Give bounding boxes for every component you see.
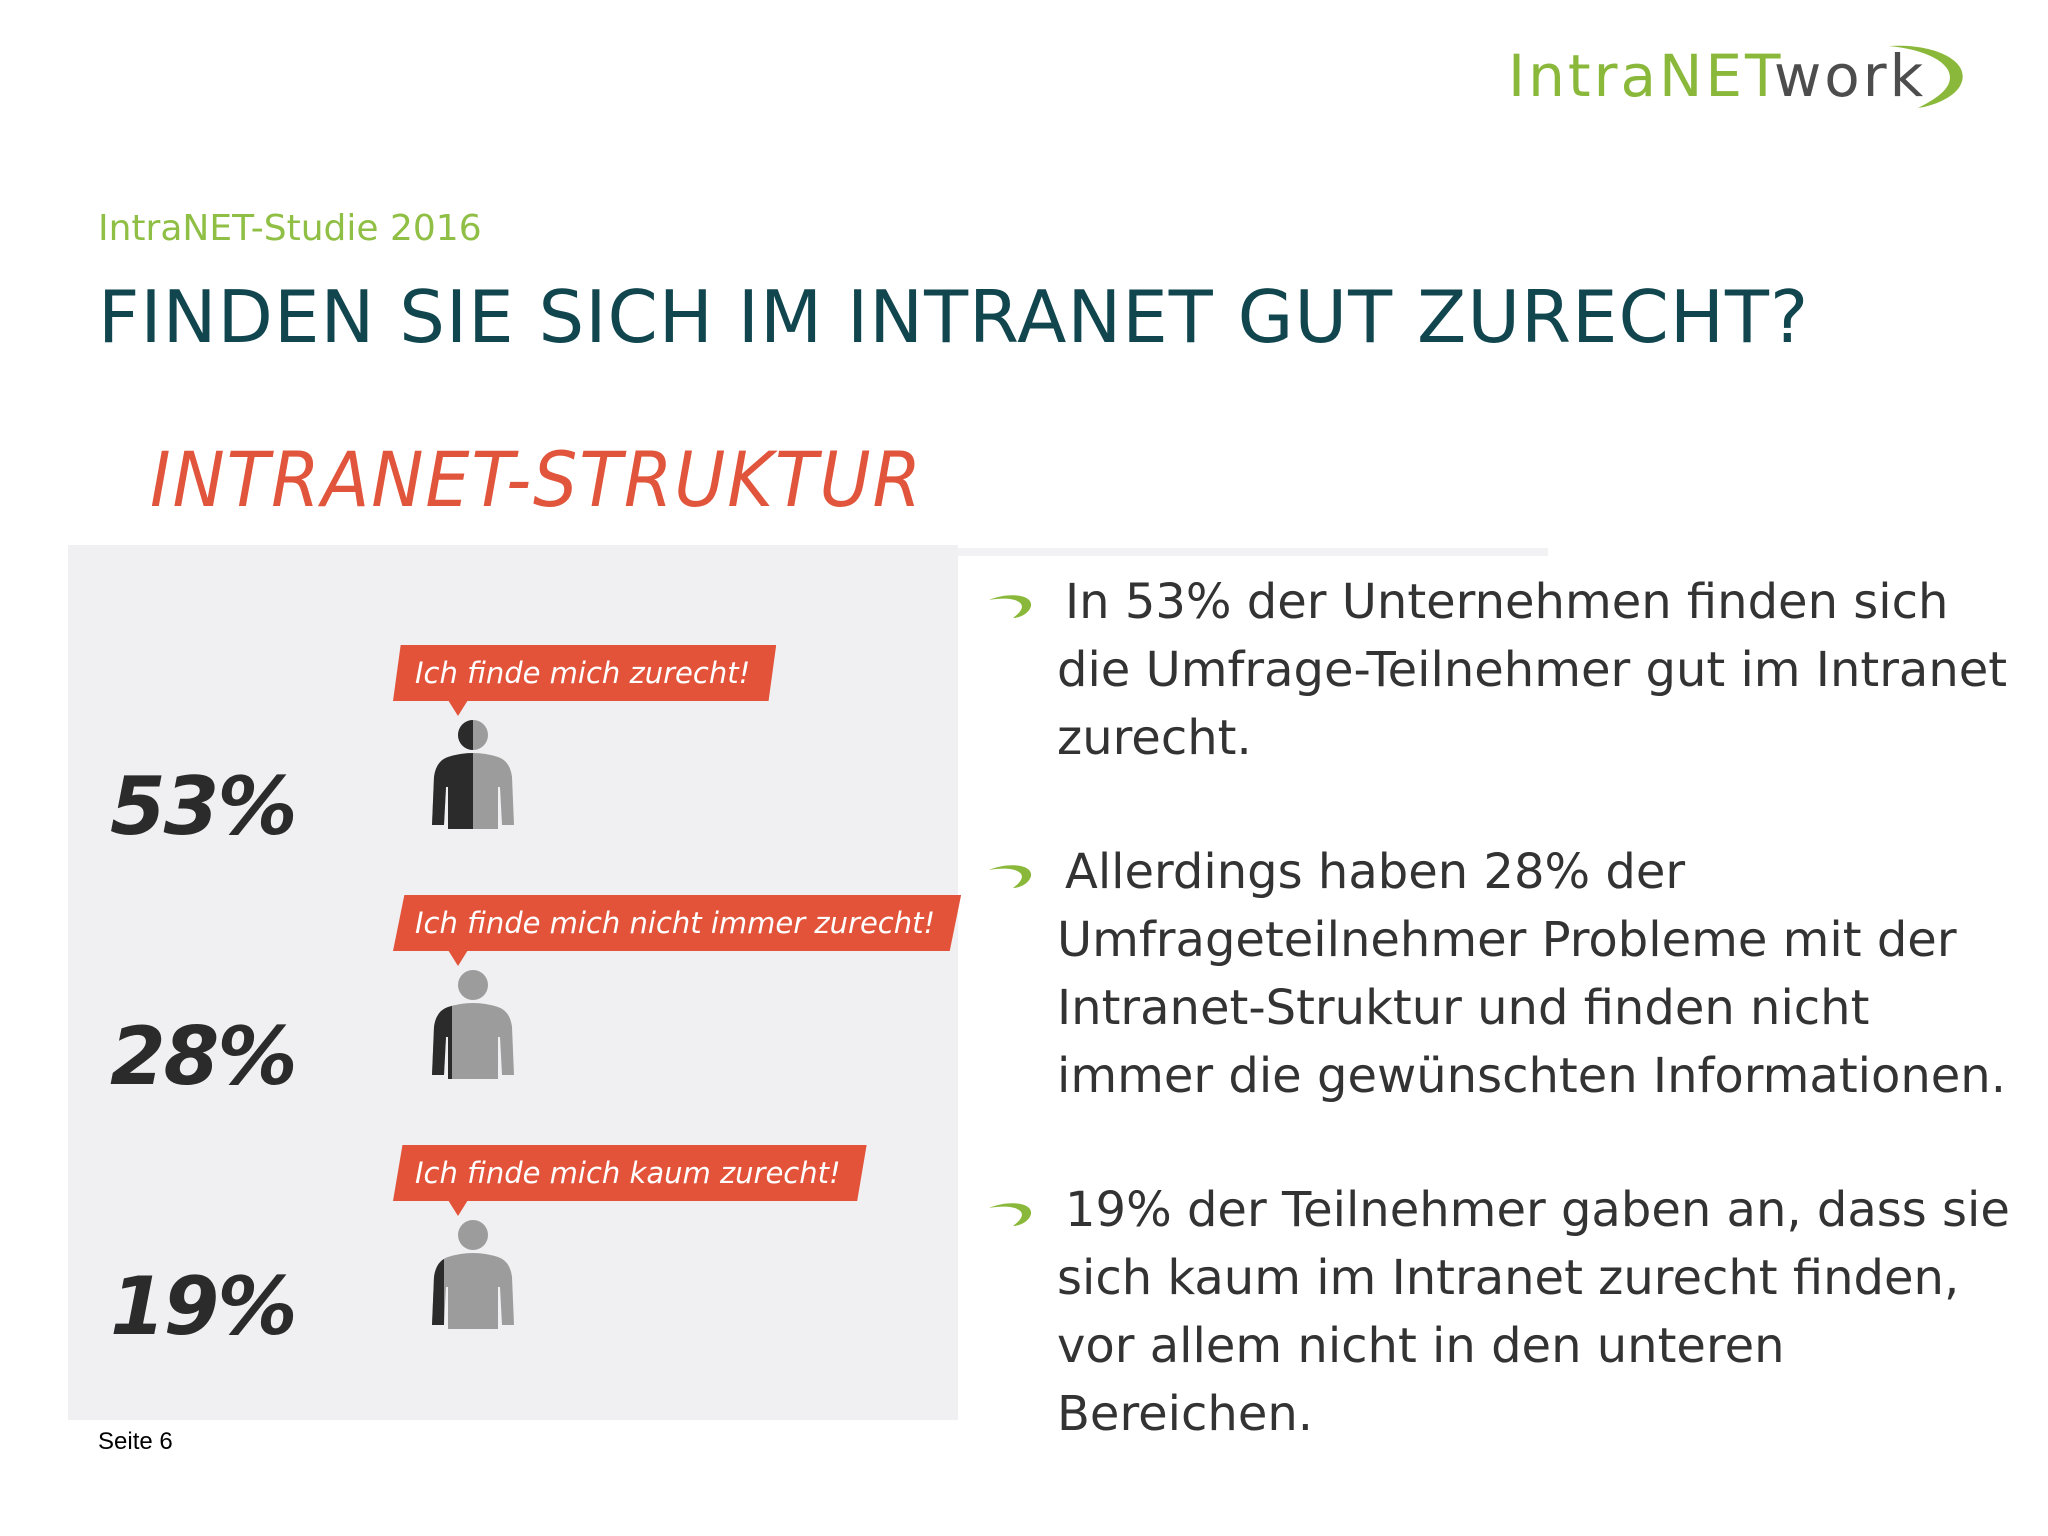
person-dark-share bbox=[432, 1258, 444, 1325]
green-arrow-bullet-icon bbox=[989, 1203, 1032, 1226]
page-title: FINDEN SIE SICH IM INTRANET GUT ZURECHT? bbox=[98, 275, 1810, 359]
logo-wordmark: IntraNETwork bbox=[1508, 42, 1927, 110]
person-icon bbox=[432, 970, 514, 1079]
percent-value: 28% bbox=[110, 1010, 297, 1103]
page-number: Seite 6 bbox=[98, 1428, 173, 1455]
speech-bubble: Ich finde mich nicht immer zurecht! bbox=[393, 895, 962, 951]
speech-bubble: Ich finde mich zurecht! bbox=[393, 645, 777, 701]
bullet-item: Allerdings haben 28% der Umfrageteilnehm… bbox=[985, 838, 2025, 1110]
intranetwork-logo: IntraNETwork bbox=[1508, 38, 1978, 118]
study-subtitle: IntraNET-Studie 2016 bbox=[98, 208, 482, 249]
infographic-heading: INTRANET-STRUKTUR bbox=[150, 435, 923, 524]
bullet-list: In 53% der Unternehmen finden sich die U… bbox=[985, 568, 2025, 1514]
bullet-text: In 53% der Unternehmen finden sich die U… bbox=[1057, 574, 2008, 766]
bullet-text: 19% der Teilnehmer gaben an, dass sie si… bbox=[1057, 1182, 2010, 1442]
infographic-row: Ich finde mich zurecht! 53% bbox=[68, 645, 958, 853]
percent-value: 19% bbox=[110, 1260, 297, 1353]
person-icon bbox=[432, 1220, 514, 1329]
bullet-text: Allerdings haben 28% der Umfrageteilnehm… bbox=[1057, 844, 2006, 1104]
bullet-item: 19% der Teilnehmer gaben an, dass sie si… bbox=[985, 1176, 2025, 1448]
person-icon bbox=[432, 720, 514, 829]
infographic-row: Ich finde mich kaum zurecht! 19% bbox=[68, 1145, 958, 1353]
logo-swoosh-icon bbox=[1888, 45, 1963, 108]
infographic-row: Ich finde mich nicht immer zurecht! 28% bbox=[68, 895, 962, 1103]
speech-bubble: Ich finde mich kaum zurecht! bbox=[393, 1145, 867, 1201]
green-arrow-bullet-icon bbox=[989, 865, 1032, 888]
green-arrow-bullet-icon bbox=[989, 595, 1032, 618]
speech-bubble-tail bbox=[448, 1200, 468, 1216]
person-dark-share bbox=[432, 1005, 452, 1079]
percent-value: 53% bbox=[110, 760, 297, 853]
bullet-item: In 53% der Unternehmen finden sich die U… bbox=[985, 568, 2025, 772]
speech-bubble-tail bbox=[448, 950, 468, 966]
infographic-panel: Ich finde mich zurecht! 53% Ich finde mi… bbox=[68, 545, 962, 1420]
speech-bubble-tail bbox=[448, 700, 468, 716]
person-dark-share bbox=[432, 720, 473, 829]
